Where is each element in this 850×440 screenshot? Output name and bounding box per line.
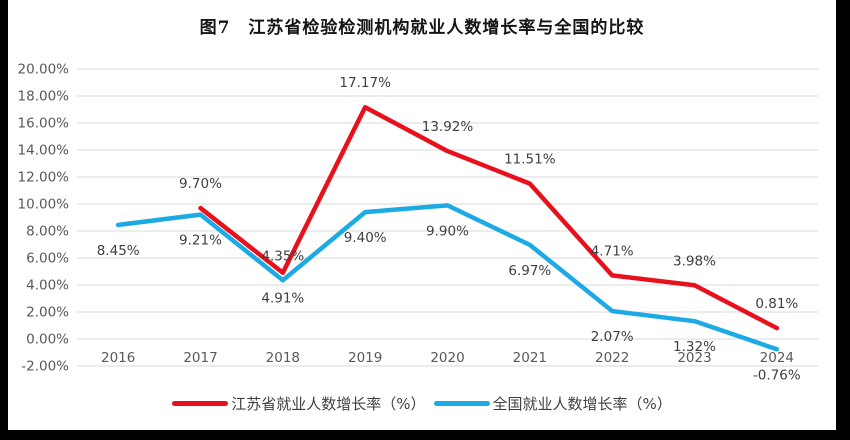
y-tick-label: 14.00% <box>18 143 70 159</box>
chart-canvas: 图7 江苏省检验检测机构就业人数增长率与全国的比较 20.00% 18.00% 16… <box>8 0 836 430</box>
data-label: 2.07% <box>591 329 634 345</box>
y-tick-label: 8.00% <box>26 224 69 240</box>
x-tick-label: 2021 <box>513 350 547 366</box>
x-tick-label: 2016 <box>101 350 135 366</box>
y-tick-label: 10.00% <box>18 197 70 213</box>
x-tick-label: 2024 <box>760 350 794 366</box>
data-label: 9.70% <box>179 176 222 192</box>
series-line-national <box>115 203 780 352</box>
legend-item-jiangsu: 江苏省就业人数增长率（%） <box>172 393 426 414</box>
x-tick-label: 2020 <box>430 350 464 366</box>
line-chart: 20.00% 18.00% 16.00% 14.00% 12.00% 10.00% 8.00… <box>18 62 818 383</box>
data-label: 8.45% <box>97 243 140 259</box>
y-tick-label: -2.00% <box>21 359 69 375</box>
legend: 江苏省就业人数增长率（%） 全国就业人数增长率（%） <box>8 393 836 414</box>
series-line-jiangsu <box>198 104 780 331</box>
x-tick-label: 2017 <box>183 350 217 366</box>
x-tick-label: 2022 <box>595 350 629 366</box>
data-label: 4.91% <box>261 291 304 307</box>
y-tick-label: 12.00% <box>18 170 70 186</box>
y-tick-label: 2.00% <box>26 305 69 321</box>
legend-label-jiangsu: 江苏省就业人数增长率（%） <box>231 395 426 413</box>
y-tick-label: 16.00% <box>18 116 70 132</box>
data-label: 4.35% <box>261 248 304 264</box>
x-tick-label: 2019 <box>348 350 382 366</box>
chart-title: 图7 江苏省检验检测机构就业人数增长率与全国的比较 <box>199 18 645 38</box>
data-label: 6.97% <box>508 263 551 279</box>
data-label: 13.92% <box>422 119 474 135</box>
legend-label-national: 全国就业人数增长率（%） <box>492 395 672 413</box>
y-tick-label: 4.00% <box>26 278 69 294</box>
y-tick-label: 18.00% <box>18 89 70 105</box>
data-label: 11.51% <box>504 152 556 168</box>
data-label: 17.17% <box>339 75 391 91</box>
data-label: 9.21% <box>179 233 222 249</box>
x-tick-label: 2018 <box>266 350 300 366</box>
legend-item-national: 全国就业人数增长率（%） <box>433 393 672 414</box>
y-tick-label: 20.00% <box>18 62 70 78</box>
national-line-swatch <box>433 401 490 406</box>
jiangsu-line-swatch <box>172 401 229 406</box>
data-label: 4.71% <box>591 243 634 259</box>
data-label: 1.32% <box>673 339 716 355</box>
data-label: 0.81% <box>755 296 798 312</box>
x-tick-label: 2023 <box>677 350 711 366</box>
data-label: -0.76% <box>753 367 801 383</box>
y-tick-label: 0.00% <box>26 332 69 348</box>
data-label: 9.40% <box>344 230 387 246</box>
data-label: 9.90% <box>426 223 469 239</box>
data-label: 3.98% <box>673 253 716 269</box>
y-tick-label: 6.00% <box>26 251 69 267</box>
